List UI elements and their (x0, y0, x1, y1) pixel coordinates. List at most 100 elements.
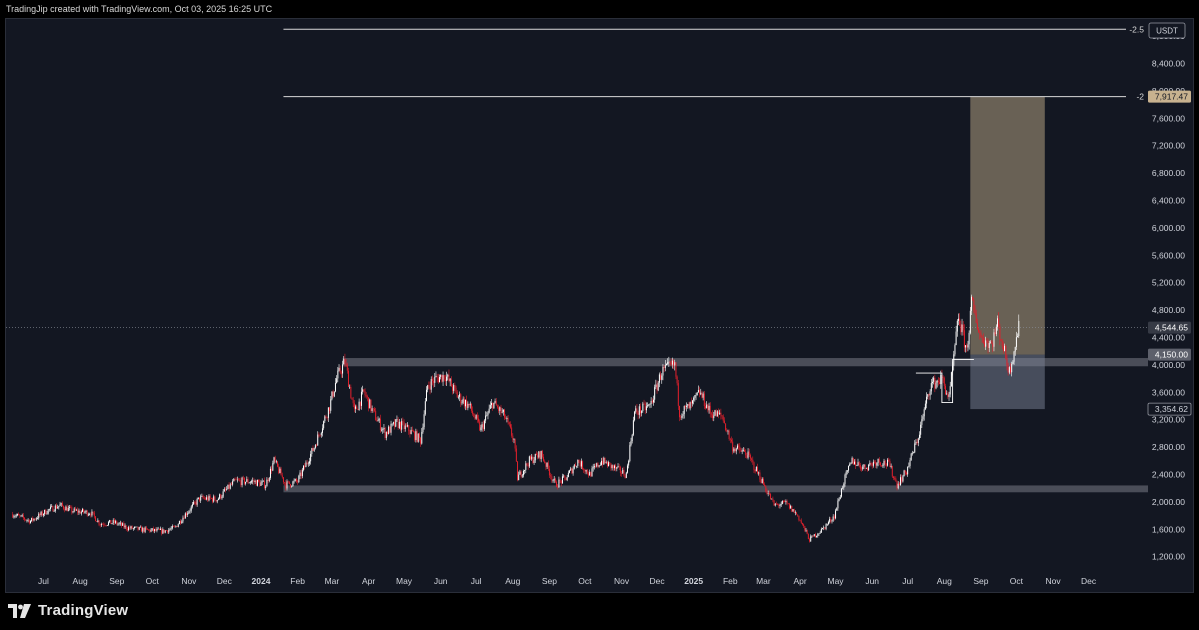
candle-body (104, 525, 106, 526)
candle-body (898, 483, 900, 486)
currency-badge (1148, 22, 1186, 39)
candle-body (900, 477, 902, 486)
candle-body (544, 460, 546, 464)
candle-body (356, 406, 358, 410)
candle-body (950, 372, 952, 387)
candle-body (969, 310, 971, 333)
candle-body (46, 513, 48, 515)
candle-body (465, 399, 467, 407)
x-tick-label: Nov (181, 576, 197, 586)
candle-body (975, 313, 977, 323)
candle-body (939, 382, 941, 385)
candle-body (355, 406, 357, 409)
x-axis[interactable]: Jul Aug Sep Oct Nov Dec 2024 Feb Mar Apr May Jun Jul… (38, 576, 1097, 586)
candle-body (895, 478, 897, 482)
candle-body (823, 527, 825, 529)
candle-body (478, 418, 480, 422)
candle-body (79, 510, 81, 514)
candle-body (970, 296, 972, 311)
candle-body (269, 468, 271, 478)
candle-body (1017, 336, 1019, 338)
candle-body (830, 518, 832, 522)
candle-body (275, 461, 277, 462)
candle-body (675, 362, 677, 377)
candle-body (534, 453, 536, 461)
candle-body (687, 404, 689, 406)
price-label-target (1148, 90, 1191, 103)
candle-body (187, 513, 189, 516)
candle-body (466, 399, 468, 409)
y-axis[interactable]: 1,200.00 1,600.00 2,000.00 2,400.00 2,800.00… (1147, 22, 1192, 562)
candle-body (67, 507, 69, 512)
candle-body (528, 456, 530, 467)
candle-body (249, 482, 251, 483)
candle-body (128, 527, 130, 531)
candle-body (927, 394, 929, 397)
candle-body (175, 526, 177, 527)
candle-body (621, 473, 623, 474)
candle-body (617, 466, 619, 468)
candle-body (258, 479, 260, 482)
candle-body (564, 475, 566, 478)
candle-body (89, 514, 91, 515)
candle-body (281, 475, 283, 478)
price-chart[interactable]: -2.5 -2 Jul Aug Sep Oct Nov Dec 2024 Feb Mar Apr Ma… (6, 19, 1193, 592)
candle-body (744, 450, 746, 452)
price-label-text: 7,917.47 (1155, 92, 1188, 102)
candle-body (567, 472, 569, 478)
y-tick-label: 2,400.00 (1152, 469, 1185, 479)
candle-body (440, 374, 442, 377)
candle-body (578, 459, 580, 463)
candle-body (803, 524, 805, 527)
candle-body (881, 465, 883, 466)
candle-body (277, 461, 279, 467)
candle-body (946, 393, 948, 395)
candle-body (649, 404, 651, 405)
candle-body (135, 526, 137, 528)
candle-body (408, 425, 410, 432)
candle-body (591, 468, 593, 477)
candle-body (812, 535, 814, 537)
candle-body (351, 397, 353, 400)
brand-name: TradingView (38, 602, 129, 619)
candle-body (877, 459, 879, 463)
candle-body (240, 480, 242, 486)
candle-body (161, 528, 163, 534)
candle-body (665, 363, 667, 366)
candle-body (647, 405, 649, 407)
candle-body (132, 528, 134, 529)
candle-body (434, 376, 436, 383)
x-tick-label: Jun (434, 576, 448, 586)
candle-body (1007, 365, 1009, 373)
candle-body (389, 426, 391, 433)
candle-body (215, 500, 217, 502)
candle-body (999, 326, 1001, 340)
candle-body (115, 521, 117, 523)
candle-body (585, 469, 587, 472)
chart-frame[interactable]: -2.5 -2 Jul Aug Sep Oct Nov Dec 2024 Feb Mar Apr Ma… (5, 18, 1194, 593)
candle-body (872, 461, 874, 466)
candle-body (457, 396, 459, 398)
candle-body (373, 408, 375, 411)
candle-body (540, 450, 542, 460)
candle-body (264, 480, 266, 489)
candle-body (271, 468, 273, 471)
candle-body (793, 509, 795, 513)
candle-body (225, 489, 227, 490)
candle-body (987, 341, 989, 348)
candle-body (326, 417, 328, 419)
candle-body (552, 480, 554, 481)
candle-body (404, 425, 406, 430)
candle-body (810, 536, 812, 542)
candle-body (593, 466, 595, 468)
candle-body (489, 405, 491, 409)
candle-body (773, 500, 775, 506)
candle-body (917, 438, 919, 444)
candle-body (980, 333, 982, 337)
candle-body (597, 463, 599, 467)
candle-body (966, 345, 968, 348)
candle-body (136, 526, 138, 528)
candle-body (107, 522, 109, 526)
candle-body (25, 519, 27, 521)
candle-body (723, 420, 725, 424)
